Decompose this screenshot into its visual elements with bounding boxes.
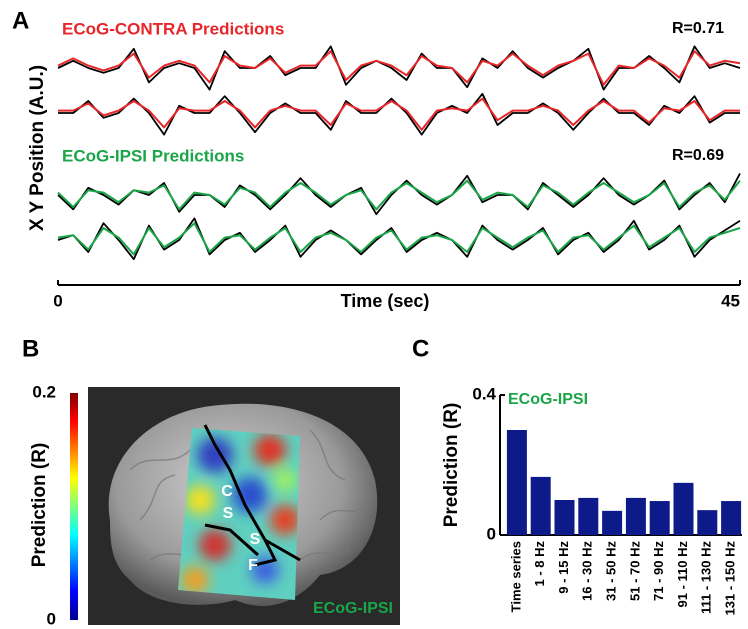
predicted-trace [57, 50, 741, 86]
x-axis-label: Time (sec) [341, 291, 430, 311]
bar [649, 501, 670, 535]
x-tick-label: 9 - 15 Hz [556, 541, 571, 594]
image-label: ECoG-IPSI [313, 600, 393, 617]
sulcus-label: S [250, 531, 261, 548]
actual-trace [57, 45, 741, 91]
gyri [129, 429, 366, 561]
y-tick-label: 0.4 [472, 384, 496, 403]
sulcus-label: C [221, 483, 233, 500]
colorbar [70, 393, 78, 620]
predicted-trace [57, 179, 741, 211]
x-tick-label: 31 - 50 Hz [604, 541, 619, 601]
y-axis-label: X Y Position (A.U.) [27, 65, 48, 231]
panel-label: C [412, 335, 429, 362]
x-tick-label: 131 - 150 Hz [723, 541, 738, 616]
bar [673, 482, 694, 535]
chart-title: ECoG-IPSI [508, 391, 588, 408]
r-label: R=0.71 [672, 20, 724, 37]
bar [506, 430, 527, 535]
bar [578, 497, 599, 535]
colorbar-label: Prediction (R) [29, 443, 50, 568]
x-tick-label: 91 - 110 Hz [675, 541, 690, 608]
x-tick-label: 51 - 70 Hz [627, 541, 642, 601]
predicted-trace [57, 222, 741, 256]
x-tick-label: 71 - 90 Hz [651, 541, 666, 601]
x-tick-label: Time series [508, 541, 523, 612]
bar [530, 476, 551, 535]
bar [625, 497, 646, 535]
panel-label: B [22, 335, 39, 362]
group-title: ECoG-IPSI Predictions [62, 146, 244, 165]
x-tick-label: 1 - 8 Hz [532, 541, 547, 587]
colorbar-tick-label: 0.2 [32, 382, 56, 401]
sulcus [203, 424, 301, 567]
group-title: ECoG-CONTRA Predictions [62, 19, 284, 38]
bar [554, 500, 575, 535]
sulcus-label: F [248, 557, 258, 574]
bar [721, 501, 742, 535]
x-tick-label: 45 [721, 291, 740, 310]
actual-trace [57, 172, 741, 216]
bar [602, 510, 623, 535]
x-tick-label: 111 - 130 Hz [699, 541, 714, 614]
y-axis-label: Prediction (R) [441, 403, 462, 528]
panel-label: A [12, 7, 29, 34]
x-tick-label: 16 - 30 Hz [580, 541, 595, 601]
predicted-trace [58, 97, 740, 131]
r-label: R=0.69 [672, 147, 724, 164]
bar [697, 510, 718, 535]
sulcus-label: S [223, 505, 234, 522]
heat-patch [178, 428, 300, 600]
y-tick-label: 0 [487, 524, 496, 543]
x-tick-label: 0 [53, 291, 62, 310]
colorbar-tick-label: 0 [47, 609, 56, 628]
